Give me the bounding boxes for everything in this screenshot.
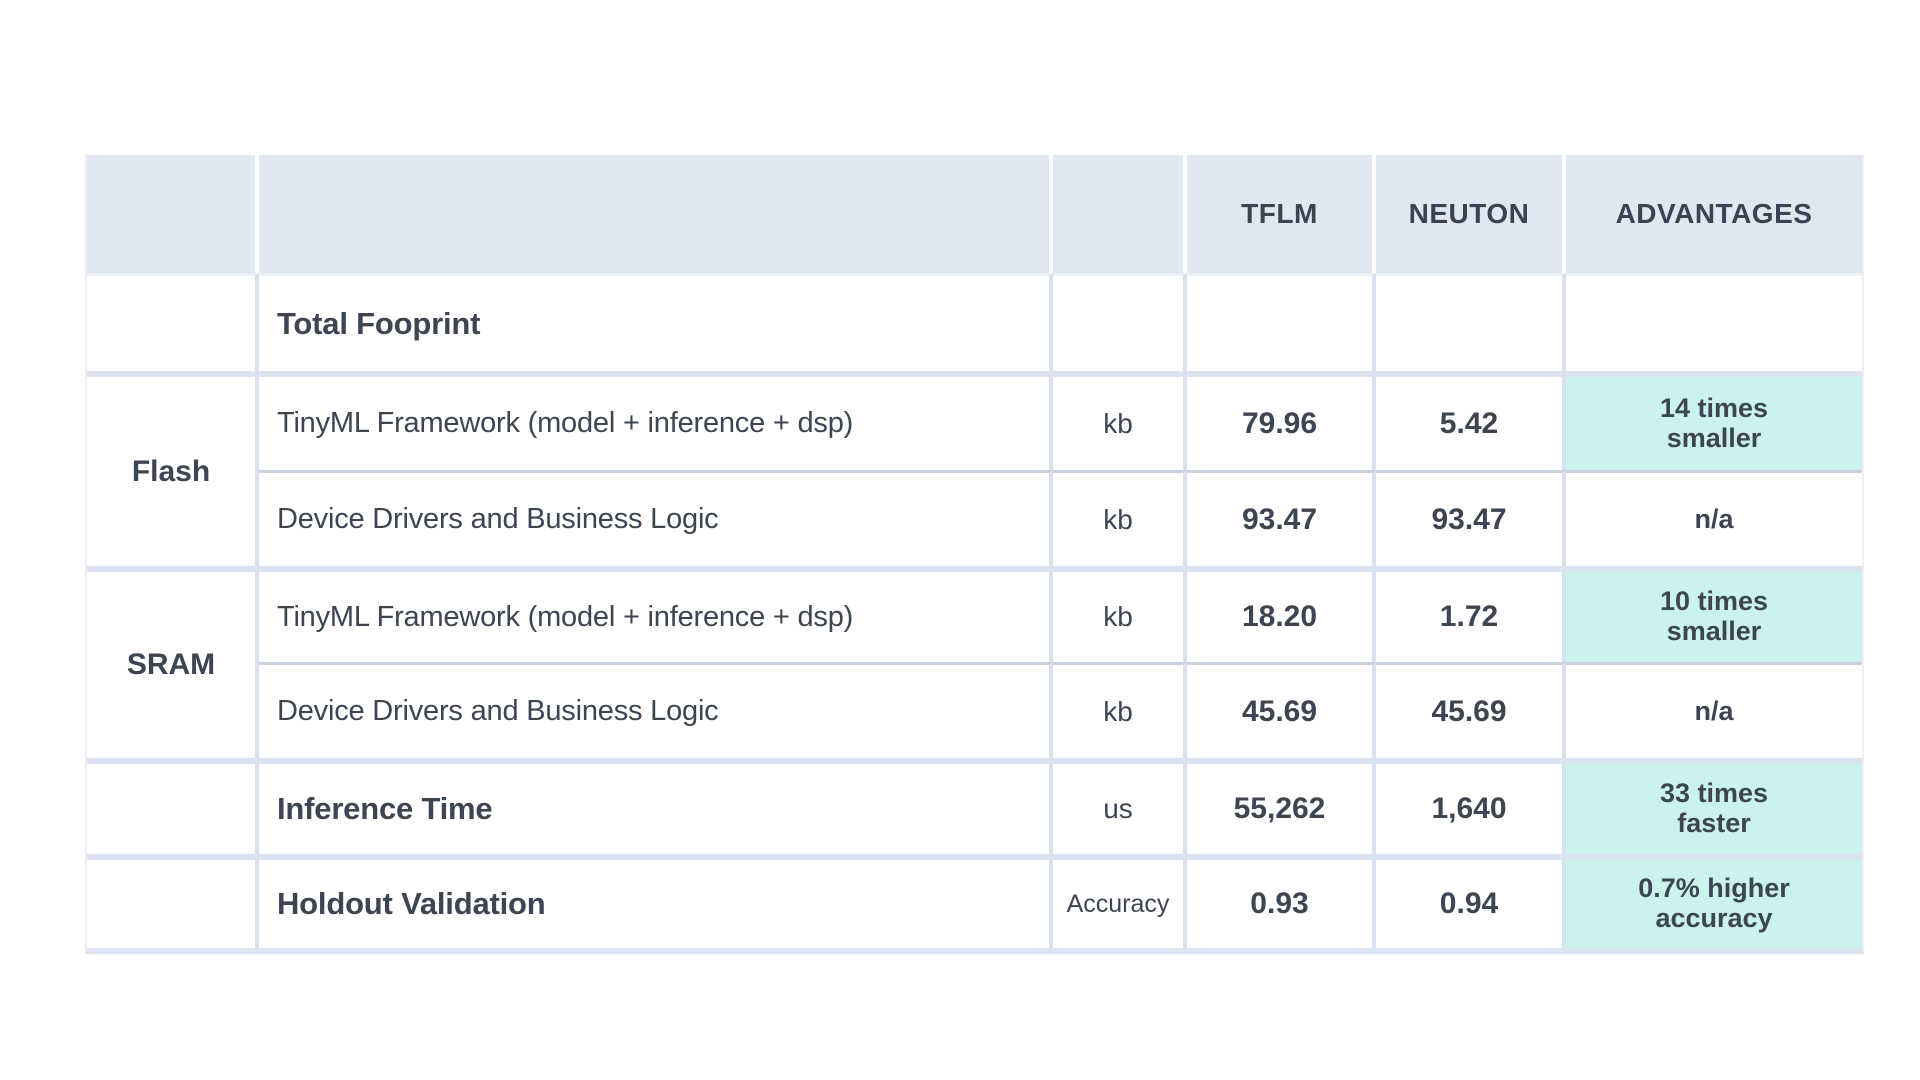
comparison-table: TFLM NEUTON ADVANTAGES Total Fooprint Fl… xyxy=(85,155,1864,954)
advantage-line1: n/a xyxy=(1694,503,1734,534)
unit-cell xyxy=(1053,273,1187,371)
row-inference-time: Inference Time us 55,262 1,640 33 times … xyxy=(87,758,1862,854)
flash-drivers-label: Device Drivers and Business Logic xyxy=(259,470,1053,566)
header-group-blank xyxy=(87,155,259,273)
advantage-line2: faster xyxy=(1677,808,1751,838)
group-blank-cell xyxy=(87,273,259,371)
neuton-value xyxy=(1376,273,1566,371)
advantage-cell: 10 times smaller xyxy=(1566,566,1862,662)
row-holdout-validation: Holdout Validation Accuracy 0.93 0.94 0.… xyxy=(87,854,1862,948)
unit-cell: Accuracy xyxy=(1053,854,1187,948)
advantage-cell: 0.7% higher accuracy xyxy=(1566,854,1862,948)
tflm-value: 79.96 xyxy=(1187,371,1376,470)
neuton-value: 93.47 xyxy=(1376,470,1566,566)
sram-framework-label: TinyML Framework (model + inference + ds… xyxy=(259,566,1053,662)
advantage-cell: n/a xyxy=(1566,470,1862,566)
neuton-value: 1,640 xyxy=(1376,758,1566,854)
row-sram-drivers: Device Drivers and Business Logic kb 45.… xyxy=(87,662,1862,758)
unit-cell: kb xyxy=(1053,470,1187,566)
group-blank-cell xyxy=(87,758,259,854)
tflm-value: 0.93 xyxy=(1187,854,1376,948)
holdout-validation-label: Holdout Validation xyxy=(259,854,1053,948)
tflm-value: 18.20 xyxy=(1187,566,1376,662)
group-blank-cell xyxy=(87,854,259,948)
row-flash-framework: Flash TinyML Framework (model + inferenc… xyxy=(87,371,1862,566)
unit-cell: kb xyxy=(1053,566,1187,662)
advantage-line1: n/a xyxy=(1694,695,1734,726)
advantage-line1: 14 times xyxy=(1659,392,1769,423)
header-advantages: ADVANTAGES xyxy=(1566,155,1862,273)
header-tflm: TFLM xyxy=(1187,155,1376,273)
unit-cell: kb xyxy=(1053,371,1187,470)
header-unit-blank xyxy=(1053,155,1187,273)
advantage-line2: smaller xyxy=(1666,422,1762,453)
unit-cell: kb xyxy=(1053,662,1187,758)
advantage-line1: 10 times xyxy=(1659,586,1769,617)
advantage-line1: 0.7% higher xyxy=(1638,873,1790,904)
advantage-line1: 33 times xyxy=(1659,778,1769,809)
group-label-flash: Flash xyxy=(87,371,259,566)
total-footprint-label: Total Fooprint xyxy=(259,273,1053,371)
advantage-cell: 33 times faster xyxy=(1566,758,1862,854)
row-flash-drivers: Device Drivers and Business Logic kb 93.… xyxy=(87,470,1862,566)
neuton-value: 45.69 xyxy=(1376,662,1566,758)
flash-framework-label: TinyML Framework (model + inference + ds… xyxy=(259,371,1053,470)
row-sram-framework: SRAM TinyML Framework (model + inference… xyxy=(87,566,1862,758)
advantage-line2: smaller xyxy=(1666,616,1762,646)
header-desc-blank xyxy=(259,155,1053,273)
neuton-value: 5.42 xyxy=(1376,371,1566,470)
tflm-value: 45.69 xyxy=(1187,662,1376,758)
header-row: TFLM NEUTON ADVANTAGES xyxy=(87,155,1862,273)
neuton-value: 0.94 xyxy=(1376,854,1566,948)
advantage-cell xyxy=(1566,273,1862,371)
neuton-value: 1.72 xyxy=(1376,566,1566,662)
row-total-footprint: Total Fooprint xyxy=(87,273,1862,371)
inference-time-label: Inference Time xyxy=(259,758,1053,854)
group-label-sram: SRAM xyxy=(87,566,259,758)
sram-drivers-label: Device Drivers and Business Logic xyxy=(259,662,1053,758)
unit-cell: us xyxy=(1053,758,1187,854)
header-neuton: NEUTON xyxy=(1376,155,1566,273)
advantage-cell: 14 times smaller xyxy=(1566,371,1862,470)
tflm-value: 55,262 xyxy=(1187,758,1376,854)
tflm-value: 93.47 xyxy=(1187,470,1376,566)
tflm-value xyxy=(1187,273,1376,371)
advantage-cell: n/a xyxy=(1566,662,1862,758)
advantage-line2: accuracy xyxy=(1655,903,1773,933)
